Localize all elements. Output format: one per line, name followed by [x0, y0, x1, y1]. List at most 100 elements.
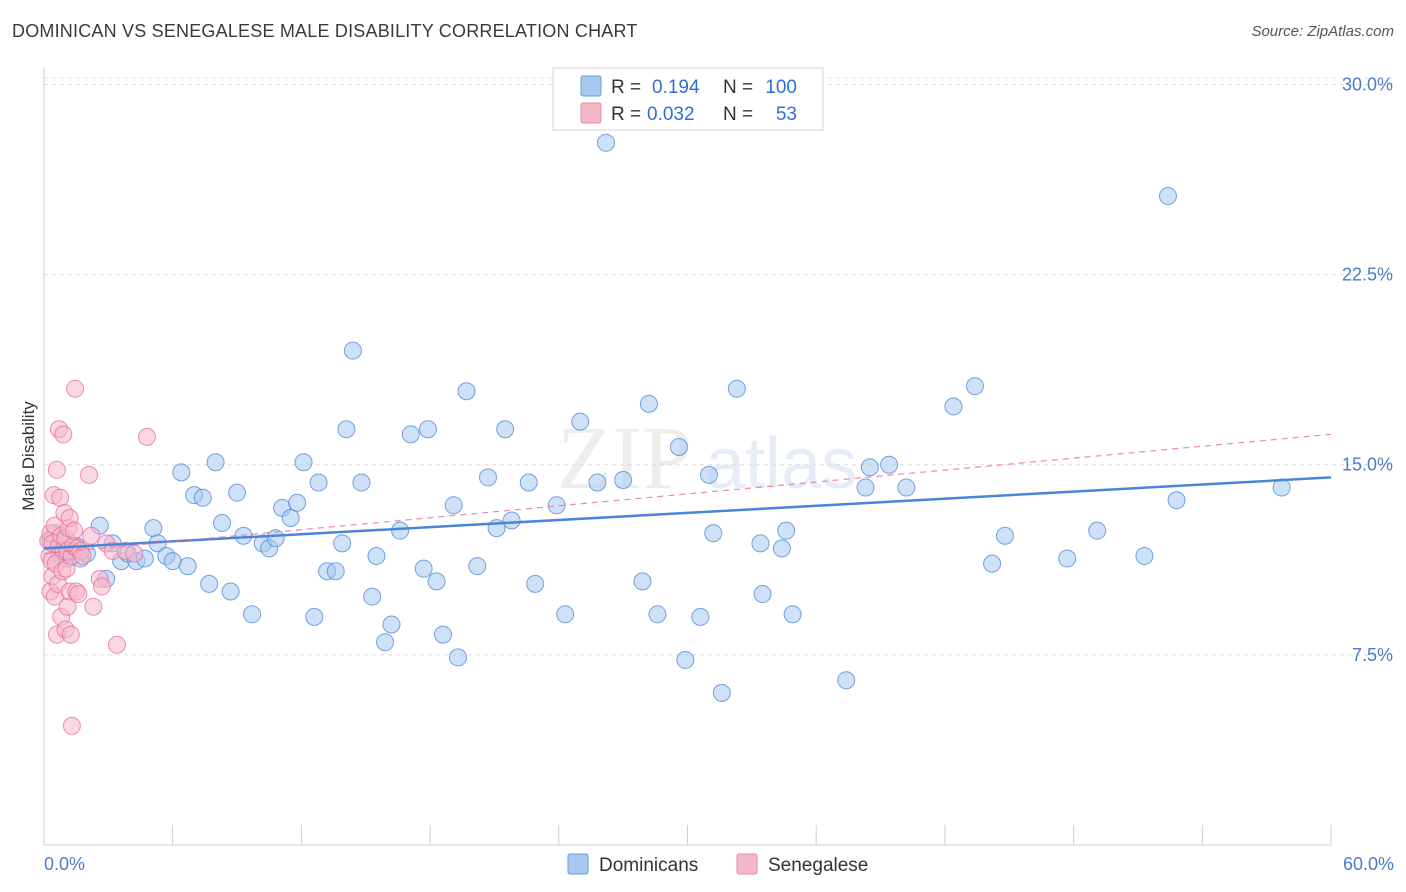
- senegalese-point-36: [66, 379, 85, 398]
- senegalese-point-16: [51, 488, 70, 507]
- dominican-point-66: [547, 496, 566, 515]
- dominican-point-98: [1135, 547, 1154, 566]
- dominican-point-82: [751, 534, 770, 553]
- y-tick-labels: 7.5% 15.0% 22.5% 30.0%: [1342, 74, 1393, 664]
- legend-r-value-dominicans: 0.194: [652, 77, 700, 98]
- senegalese-point-46: [92, 577, 111, 596]
- senegalese-point-49: [107, 635, 126, 654]
- dominican-point-94: [983, 554, 1002, 573]
- dominican-point-84: [772, 539, 791, 558]
- bottom-legend-swatch-dominicans: [567, 853, 589, 875]
- stats-legend: R = 0.194 N = 100 R = 0.032 N = 53: [552, 67, 824, 131]
- dominican-point-47: [367, 547, 386, 566]
- dominican-point-67: [556, 605, 575, 624]
- dominican-point-50: [391, 521, 410, 540]
- dominican-point-30: [243, 605, 262, 624]
- dominican-point-35: [281, 508, 300, 527]
- y-tick-label-1: 15.0%: [1342, 455, 1393, 475]
- dominican-point-87: [837, 671, 856, 690]
- dominican-point-39: [309, 473, 328, 492]
- legend-n-label-dominicans: N =: [723, 77, 753, 98]
- series-senegalese: [39, 379, 156, 735]
- dominican-point-56: [444, 496, 463, 515]
- watermark-atlas: atlas: [705, 424, 857, 504]
- y-tick-label-3: 30.0%: [1342, 74, 1393, 94]
- senegalese-point-20: [54, 425, 73, 444]
- dominican-point-38: [305, 607, 324, 626]
- dominican-point-76: [676, 650, 695, 669]
- dominican-point-29: [234, 526, 253, 545]
- dominican-point-86: [783, 605, 802, 624]
- dominican-point-100: [1167, 491, 1186, 510]
- dominican-point-43: [337, 420, 356, 439]
- dominican-point-19: [163, 552, 182, 571]
- dominican-point-58: [457, 382, 476, 401]
- dominican-point-80: [712, 683, 731, 702]
- chart-title: DOMINICAN VS SENEGALESE MALE DISABILITY …: [12, 21, 638, 41]
- legend-swatch-senegalese: [580, 102, 602, 124]
- dominican-point-88: [856, 478, 875, 497]
- legend-r-value-senegalese: 0.032: [647, 104, 695, 125]
- dominican-point-57: [448, 648, 467, 667]
- grid: [44, 77, 1392, 656]
- x-tick-label-min: 0.0%: [44, 854, 85, 874]
- y-tick-label-2: 22.5%: [1342, 265, 1393, 285]
- dominican-point-26: [213, 514, 232, 533]
- bottom-legend-label-senegalese: Senegalese: [768, 855, 868, 876]
- senegalese-point-31: [61, 625, 80, 644]
- dominican-point-52: [414, 559, 433, 578]
- dominican-point-54: [427, 572, 446, 591]
- bottom-legend-label-dominicans: Dominicans: [599, 855, 698, 876]
- legend-r-label-dominicans: R =: [611, 77, 641, 98]
- x-axis-ticks: [43, 825, 1332, 845]
- dominican-point-33: [266, 529, 285, 548]
- y-tick-label-0: 7.5%: [1352, 645, 1393, 665]
- dominican-point-16: [144, 519, 163, 538]
- senegalese-point-33: [62, 716, 81, 735]
- senegalese-point-39: [69, 585, 88, 604]
- dominican-point-23: [193, 488, 212, 507]
- legend-n-value-dominicans: 100: [765, 77, 797, 98]
- dominican-point-99: [1158, 187, 1177, 206]
- dominican-point-36: [288, 493, 307, 512]
- senegalese-point-42: [80, 465, 99, 484]
- dominican-point-25: [206, 453, 225, 472]
- senegalese-point-11: [47, 460, 66, 479]
- dominican-point-53: [418, 420, 437, 439]
- legend-swatch-dominicans: [580, 75, 602, 97]
- dominican-point-70: [596, 133, 615, 152]
- dominican-point-79: [704, 524, 723, 543]
- dominican-point-78: [699, 465, 718, 484]
- dominican-point-42: [333, 534, 352, 553]
- dominican-point-71: [614, 470, 633, 489]
- x-tick-label-max: 60.0%: [1343, 854, 1394, 874]
- dominican-point-96: [1058, 549, 1077, 568]
- senegalese-point-43: [82, 526, 101, 545]
- dominican-point-75: [669, 438, 688, 456]
- dominican-point-62: [496, 420, 515, 439]
- dominican-point-74: [648, 605, 667, 624]
- dominican-point-49: [382, 615, 401, 634]
- dominican-point-85: [777, 521, 796, 540]
- dominican-point-68: [571, 412, 590, 431]
- dominican-point-46: [363, 587, 382, 606]
- dominican-point-41: [326, 562, 345, 581]
- bottom-legend-swatch-senegalese: [736, 853, 758, 875]
- senegalese-point-35: [65, 521, 84, 540]
- senegalese-point-51: [125, 544, 144, 563]
- dominican-point-77: [691, 607, 710, 626]
- trend-lines: [43, 433, 1332, 555]
- series-dominicans: [41, 133, 1291, 702]
- dominican-point-55: [433, 625, 452, 644]
- dominican-point-95: [995, 526, 1014, 545]
- dominican-point-21: [178, 557, 197, 576]
- dominican-point-28: [228, 483, 247, 502]
- dominican-point-44: [343, 341, 362, 360]
- dominican-point-24: [200, 574, 219, 593]
- dominican-point-92: [944, 397, 963, 416]
- dominican-point-65: [526, 574, 545, 593]
- dominican-point-72: [633, 572, 652, 591]
- legend-n-label-senegalese: N =: [723, 104, 753, 125]
- dominican-point-51: [401, 425, 420, 444]
